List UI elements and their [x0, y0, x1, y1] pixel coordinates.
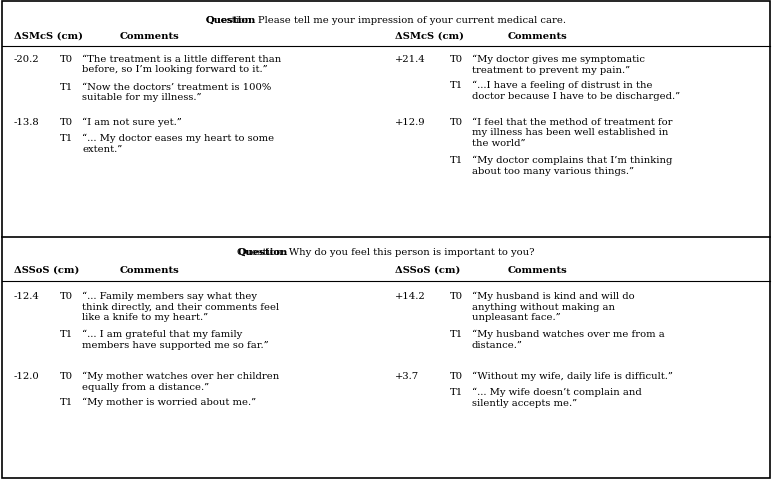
Text: “My doctor complains that I’m thinking
about too many various things.”: “My doctor complains that I’m thinking a… [472, 156, 672, 175]
Text: T1: T1 [60, 83, 73, 92]
Text: ΔSSoS (cm): ΔSSoS (cm) [395, 265, 460, 275]
Text: Question: Why do you feel this person is important to you?: Question: Why do you feel this person is… [237, 248, 535, 256]
Text: T0: T0 [450, 371, 463, 380]
Text: ΔSSoS (cm): ΔSSoS (cm) [14, 265, 80, 275]
Text: T1: T1 [60, 397, 73, 406]
Text: Question: Question [237, 248, 288, 256]
Text: -20.2: -20.2 [14, 55, 39, 64]
Text: “My doctor gives me symptomatic
treatment to prevent my pain.”: “My doctor gives me symptomatic treatmen… [472, 55, 645, 74]
Text: T1: T1 [450, 329, 463, 338]
Text: T1: T1 [450, 156, 463, 165]
Text: -12.0: -12.0 [14, 371, 39, 380]
Text: “I am not sure yet.”: “I am not sure yet.” [82, 118, 181, 127]
Text: T0: T0 [60, 291, 73, 300]
Text: +3.7: +3.7 [395, 371, 419, 380]
Text: “... My doctor eases my heart to some
extent.”: “... My doctor eases my heart to some ex… [82, 134, 274, 154]
Text: T1: T1 [60, 134, 73, 143]
Text: T1: T1 [450, 81, 463, 90]
Text: Question: Question [206, 16, 256, 25]
Text: “My mother is worried about me.”: “My mother is worried about me.” [82, 397, 256, 407]
Text: “My husband is kind and will do
anything without making an
unpleasant face.”: “My husband is kind and will do anything… [472, 291, 635, 322]
Text: T0: T0 [60, 55, 73, 64]
Text: “... My wife doesn’t complain and
silently accepts me.”: “... My wife doesn’t complain and silent… [472, 387, 642, 407]
Text: “Without my wife, daily life is difficult.”: “Without my wife, daily life is difficul… [472, 371, 673, 381]
Text: +14.2: +14.2 [395, 291, 425, 300]
Text: T1: T1 [450, 387, 463, 396]
Text: T0: T0 [450, 55, 463, 64]
Text: +21.4: +21.4 [395, 55, 425, 64]
Text: Comments: Comments [120, 265, 180, 275]
Text: “The treatment is a little different than
before, so I’m looking forward to it.”: “The treatment is a little different tha… [82, 55, 281, 74]
Text: T0: T0 [450, 118, 463, 127]
Text: “... I am grateful that my family
members have supported me so far.”: “... I am grateful that my family member… [82, 329, 269, 349]
Text: ΔSMcS (cm): ΔSMcS (cm) [14, 32, 83, 41]
Text: T0: T0 [60, 118, 73, 127]
Text: T0: T0 [450, 291, 463, 300]
Text: T0: T0 [60, 371, 73, 380]
Text: -13.8: -13.8 [14, 118, 39, 127]
Text: +12.9: +12.9 [395, 118, 425, 127]
Text: “I feel that the method of treatment for
my illness has been well established in: “I feel that the method of treatment for… [472, 118, 672, 147]
Text: “My husband watches over me from a
distance.”: “My husband watches over me from a dista… [472, 329, 665, 349]
Text: Comments: Comments [508, 265, 567, 275]
Text: “Now the doctors’ treatment is 100%
suitable for my illness.”: “Now the doctors’ treatment is 100% suit… [82, 83, 271, 102]
Text: Comments: Comments [120, 32, 180, 41]
Text: T1: T1 [60, 329, 73, 338]
Text: Question: Please tell me your impression of your current medical care.: Question: Please tell me your impression… [206, 16, 566, 25]
Text: ΔSMcS (cm): ΔSMcS (cm) [395, 32, 464, 41]
Text: “... Family members say what they
think directly, and their comments feel
like a: “... Family members say what they think … [82, 291, 279, 322]
Text: “My mother watches over her children
equally from a distance.”: “My mother watches over her children equ… [82, 371, 279, 391]
Text: Comments: Comments [508, 32, 567, 41]
Text: “...I have a feeling of distrust in the
doctor because I have to be discharged.”: “...I have a feeling of distrust in the … [472, 81, 680, 100]
Text: -12.4: -12.4 [14, 291, 40, 300]
